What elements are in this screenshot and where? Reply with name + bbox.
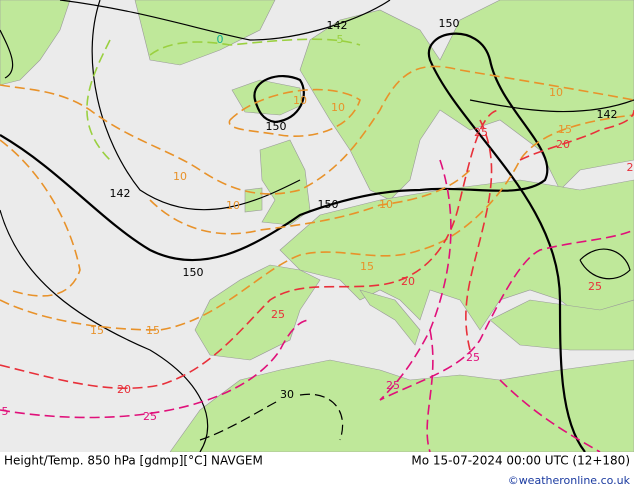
contour-label: 10 [226, 199, 240, 212]
contour-label: 15 [146, 324, 160, 337]
contour-label: 10 [293, 94, 307, 107]
contour-label: 25 [143, 410, 157, 423]
land [0, 0, 634, 453]
contour-label: 10 [379, 198, 393, 211]
contour-label: 142 [327, 19, 348, 32]
contour-label: 25 [466, 351, 480, 364]
contour-label: 15 [360, 260, 374, 273]
contour-label: 25 [271, 308, 285, 321]
contour-label: 5 [337, 33, 344, 46]
contour-label: 25 [588, 280, 602, 293]
contour-label: 150 [183, 266, 204, 279]
contour-label: 150 [266, 120, 287, 133]
contour-label: 25 [386, 379, 400, 392]
temperature-contours [0, 38, 634, 453]
contour-label: 150 [318, 198, 339, 211]
contour-label: 142 [597, 108, 618, 121]
credit: ©weatheronline.co.uk [508, 474, 631, 487]
contour-label: 15 [90, 324, 104, 337]
contour-label: 2 [627, 161, 634, 174]
contour-label: 30 [280, 388, 294, 401]
contour-label: 142 [110, 187, 131, 200]
contour-label: 5 [2, 405, 9, 418]
contour-label: 25 [474, 126, 488, 139]
contour-label: 20 [556, 138, 570, 151]
contour-label: 15 [558, 123, 572, 136]
contour-label: 10 [331, 101, 345, 114]
contour-label: 150 [439, 17, 460, 30]
map-title: Height/Temp. 850 hPa [gdmp][°C] NAVGEM [4, 454, 263, 468]
contour-label: 10 [173, 170, 187, 183]
contour-label: 10 [549, 86, 563, 99]
contour-label: 20 [117, 383, 131, 396]
footer-bar [0, 452, 634, 490]
contour-label: 20 [401, 275, 415, 288]
contour-label: 0 [217, 33, 224, 46]
height-contours [0, 0, 634, 453]
valid-time: Mo 15-07-2024 00:00 UTC (12+180) [411, 454, 630, 468]
